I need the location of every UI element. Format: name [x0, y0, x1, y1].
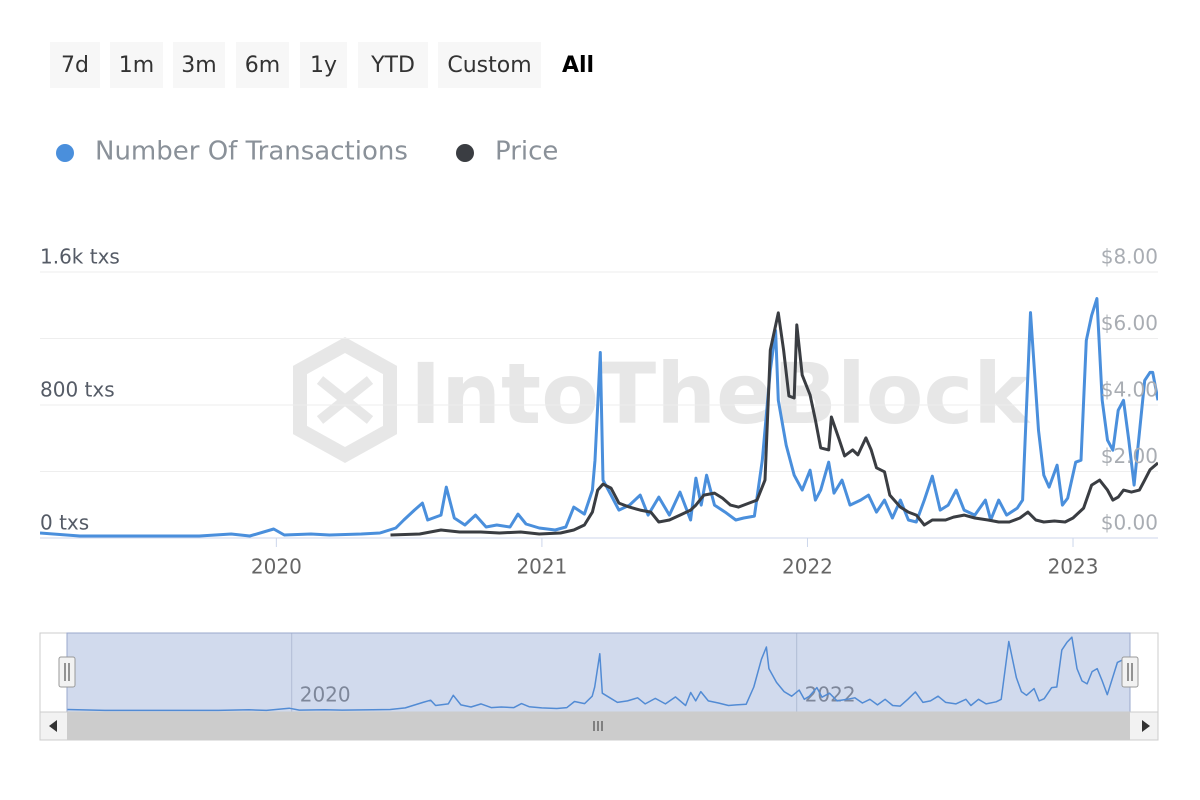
series-line: [40, 297, 1158, 538]
y-tick-label: 0 txs: [40, 511, 89, 535]
range-button-label[interactable]: Custom: [447, 53, 531, 78]
watermark-logo: [316, 376, 374, 424]
legend-marker[interactable]: [456, 144, 474, 162]
legend-marker[interactable]: [56, 144, 74, 162]
range-button[interactable]: [50, 42, 100, 88]
axes: 0 txs 800 txs 1.6k txs $0.00 $2.00 $4.00 $6.00…: [40, 245, 1158, 579]
y2-tick-label: $8.00: [1101, 245, 1158, 269]
y2-tick-label: $2.00: [1101, 444, 1158, 468]
y2-tick-label: $4.00: [1101, 378, 1158, 402]
range-button-label[interactable]: 1y: [310, 53, 337, 78]
x-tick-label: 2022: [782, 555, 833, 579]
y2-tick-label: $0.00: [1101, 511, 1158, 535]
range-button-label[interactable]: All: [562, 53, 594, 78]
range-button-label[interactable]: YTD: [370, 53, 415, 78]
x-tick-label: 2021: [516, 555, 567, 579]
range-button[interactable]: [555, 42, 601, 88]
navigator-handle[interactable]: [58, 656, 76, 688]
range-button[interactable]: [173, 42, 225, 88]
scrollbar-arrow-right[interactable]: [1142, 720, 1150, 732]
x-tick-label: 2023: [1048, 555, 1099, 579]
navigator-background: [39, 632, 1159, 713]
range-button-label[interactable]: 3m: [181, 53, 216, 78]
navigator-selection[interactable]: [66, 632, 1131, 713]
y-tick-label: 1.6k txs: [40, 245, 120, 269]
range-button[interactable]: [358, 42, 428, 88]
watermark-text: IntoTheBlock: [410, 345, 1031, 443]
series-line: [390, 311, 1158, 537]
x-tick-label: 2020: [251, 555, 302, 579]
y2-tick-label: $6.00: [1101, 311, 1158, 335]
range-button[interactable]: [236, 42, 289, 88]
watermark: IntoTheBlock: [293, 336, 1031, 464]
legend-label[interactable]: Number Of Transactions: [95, 137, 408, 167]
scrollbar-arrow-left[interactable]: [49, 720, 57, 732]
plot-area: [40, 297, 1158, 538]
range-button[interactable]: [438, 42, 541, 88]
range-button-label[interactable]: 1m: [119, 53, 154, 78]
watermark-logo: [316, 376, 374, 424]
range-selector: 7d 1m 3m 6m 1y YTD Custom All: [50, 42, 601, 88]
watermark-logo: [293, 336, 397, 464]
legend: Number Of Transactions Price: [56, 137, 558, 167]
legend-label[interactable]: Price: [495, 137, 558, 167]
navigator-tick-label: 2020: [300, 683, 351, 707]
navigator-handle[interactable]: [1121, 656, 1139, 688]
y-tick-label: 800 txs: [40, 378, 115, 402]
range-button-label[interactable]: 7d: [61, 53, 89, 78]
range-button[interactable]: [110, 42, 163, 88]
navigator: 20202022: [39, 632, 1159, 741]
series-line: [66, 636, 1131, 712]
range-button-label[interactable]: 6m: [245, 53, 280, 78]
range-button[interactable]: [300, 42, 347, 88]
